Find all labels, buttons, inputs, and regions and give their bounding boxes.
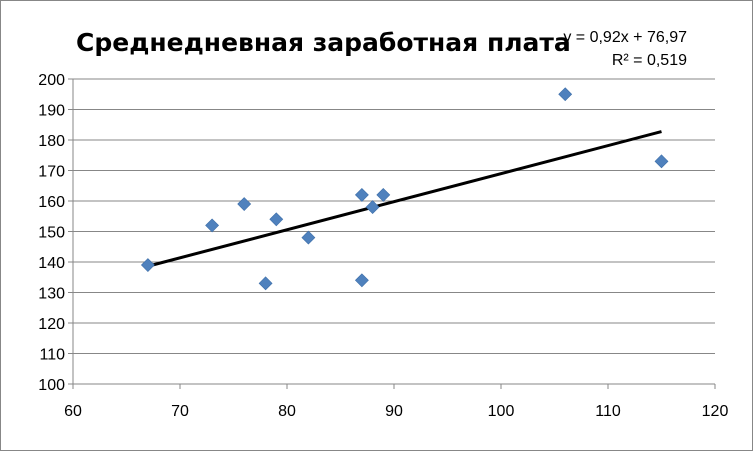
data-point bbox=[654, 154, 669, 169]
data-point bbox=[140, 258, 155, 272]
x-tick-label: 60 bbox=[64, 403, 82, 420]
chart-title: Среднедневная заработная плата bbox=[76, 28, 571, 57]
y-tick-label: 180 bbox=[38, 133, 65, 150]
data-point bbox=[258, 276, 273, 291]
y-tick-label: 140 bbox=[38, 255, 65, 272]
y-tick-label: 160 bbox=[38, 194, 65, 211]
axes bbox=[68, 78, 716, 389]
trendline-equation: y = 0,92x + 76,97 bbox=[563, 29, 687, 46]
data-point bbox=[301, 230, 316, 245]
x-tick-label: 90 bbox=[385, 403, 403, 420]
y-tick-label: 100 bbox=[38, 377, 65, 394]
y-tick-label: 130 bbox=[38, 286, 65, 303]
data-point bbox=[558, 87, 573, 102]
x-tick-label: 80 bbox=[278, 403, 296, 420]
y-tick-label: 150 bbox=[38, 225, 65, 242]
x-tick-label: 100 bbox=[488, 403, 515, 420]
data-point bbox=[365, 200, 380, 215]
trendline-line bbox=[147, 130, 662, 268]
y-tick-label: 110 bbox=[39, 347, 65, 364]
data-point bbox=[269, 212, 284, 227]
gridlines bbox=[73, 78, 715, 354]
x-tick-label: 110 bbox=[595, 403, 621, 420]
y-tick-label: 120 bbox=[38, 316, 65, 333]
trendline bbox=[147, 130, 662, 268]
y-tick-label: 190 bbox=[38, 103, 65, 120]
data-point bbox=[205, 218, 220, 233]
data-point bbox=[354, 187, 369, 202]
x-tick-label: 120 bbox=[702, 403, 729, 420]
x-tick-label: 70 bbox=[171, 403, 189, 420]
y-tick-label: 200 bbox=[38, 72, 65, 89]
tick-labels: 100 110 120 130 140 150 160 170 180 190 200 60 70 80 9… bbox=[38, 72, 728, 420]
r-squared-label: R² = 0,519 bbox=[612, 52, 687, 69]
data-point bbox=[354, 273, 369, 288]
data-point bbox=[237, 197, 252, 211]
data-point bbox=[376, 187, 391, 202]
y-tick-label: 170 bbox=[38, 164, 65, 181]
data-points bbox=[140, 87, 669, 291]
